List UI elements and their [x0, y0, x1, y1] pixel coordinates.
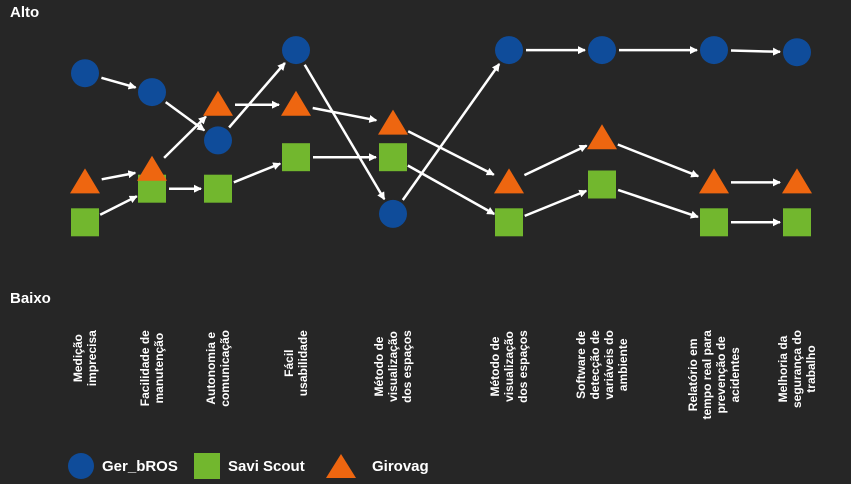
data-point-square: [588, 170, 616, 199]
connector-arrow-square: [407, 164, 496, 216]
data-point-triangle: [203, 90, 233, 116]
data-point-square: [379, 143, 407, 172]
x-tick-label: Mediçãoimprecisa: [71, 330, 99, 386]
x-tick-label: Método devisualizaçãodos espaços: [488, 330, 530, 403]
data-point-square: [495, 208, 523, 237]
data-point-triangle: [782, 168, 812, 194]
x-tick-label: Método devisualizaçãodos espaços: [372, 330, 414, 403]
connector-arrow-circle: [101, 76, 137, 90]
legend-item-savi-scout: Savi Scout: [194, 452, 305, 480]
connector-arrow-square: [617, 188, 699, 219]
y-level-low-label: Baixo: [10, 290, 51, 307]
connector-arrow-triangle: [523, 144, 588, 177]
data-point-square: [783, 208, 811, 237]
connector-arrow-triangle: [312, 106, 378, 123]
legend-label-girovag: Girovag: [372, 457, 429, 475]
x-tick-label: Facilidade demanutenção: [138, 330, 166, 406]
data-point-triangle: [587, 124, 617, 150]
data-point-circle: [588, 36, 616, 65]
data-point-triangle: [281, 90, 311, 116]
data-point-square: [204, 174, 232, 203]
data-point-triangle: [378, 109, 408, 135]
data-point-triangle: [494, 168, 524, 194]
data-point-square: [71, 208, 99, 237]
data-point-circle: [71, 59, 99, 88]
x-tick-label: Autonomia ecomunicação: [204, 330, 232, 407]
series-markers: [70, 36, 812, 237]
x-tick-labels: Mediçãoimprecisa Facilidade demanutenção A…: [71, 330, 818, 420]
x-tick-label: Software dedetecção devariáveis doambien…: [574, 330, 630, 400]
data-point-circle: [700, 36, 728, 65]
legend-item-girovag: Girovag: [326, 452, 429, 480]
x-tick-label: Fácilusabilidade: [282, 330, 310, 396]
x-tick-label: Melhoria dasegurança dotrabalho: [776, 330, 818, 408]
data-point-square: [700, 208, 728, 237]
connector-arrow-square: [99, 195, 138, 216]
connector-arrow-square: [233, 162, 282, 184]
connector-arrow-circle: [164, 101, 206, 132]
data-point-circle: [495, 36, 523, 65]
connector-arrow-circle: [730, 47, 781, 56]
connector-arrow-circle: [228, 62, 286, 129]
connector-arrow-triangle: [407, 130, 495, 176]
connector-arrow-circle: [303, 64, 386, 201]
circle-marker-icon: [68, 453, 94, 479]
data-point-circle: [379, 199, 407, 228]
connector-arrow-triangle: [617, 143, 700, 178]
square-marker-icon: [194, 453, 220, 479]
legend-item-ger-bros: Ger_bROS: [68, 452, 178, 480]
connector-arrow-circle: [401, 63, 501, 201]
series-arrows: [99, 46, 781, 227]
triangle-marker-icon: [326, 454, 356, 478]
legend-label-ger-bros: Ger_bROS: [102, 457, 178, 475]
data-point-circle: [282, 36, 310, 65]
data-point-circle: [138, 78, 166, 107]
legend-label-savi-scout: Savi Scout: [228, 457, 305, 475]
connector-arrow-triangle: [101, 170, 137, 181]
data-point-triangle: [70, 168, 100, 194]
data-point-square: [282, 143, 310, 172]
data-point-circle: [204, 126, 232, 155]
connector-arrow-square: [524, 189, 588, 218]
connector-arrow-triangle: [163, 115, 207, 159]
x-tick-label: Relatório emtempo real paraprevenção dea…: [686, 330, 742, 420]
data-point-triangle: [137, 155, 167, 181]
y-level-high-label: Alto: [10, 4, 40, 21]
data-point-circle: [783, 38, 811, 67]
data-point-triangle: [699, 168, 729, 194]
